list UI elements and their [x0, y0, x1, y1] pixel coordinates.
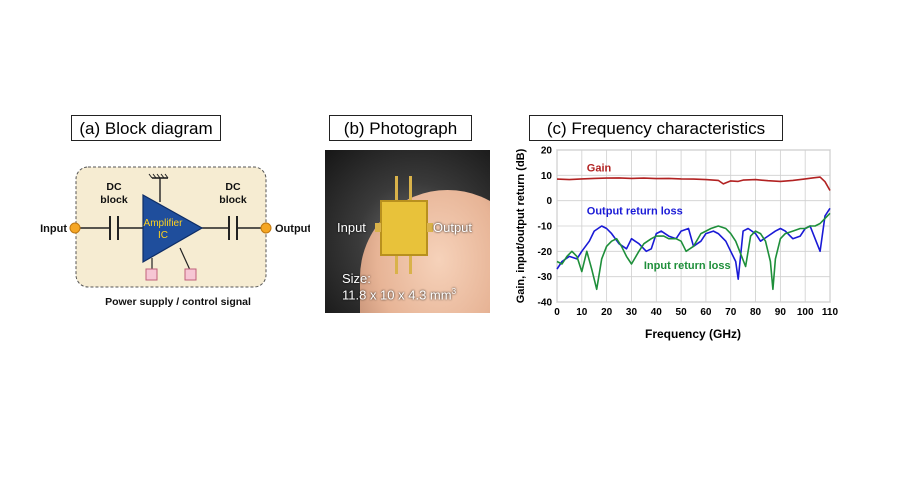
annotation-output-return-loss: Output return loss [587, 206, 683, 218]
y-tick-label: -40 [538, 298, 553, 309]
y-tick-label: 10 [541, 171, 553, 182]
x-tick-label: 90 [775, 307, 787, 318]
lead-bottom-left [395, 254, 398, 274]
x-tick-label: 70 [725, 307, 737, 318]
input-port-icon [69, 222, 81, 234]
lead-top-right [409, 176, 412, 202]
photo-size-unit-exponent: 3 [451, 287, 457, 296]
block-diagram: Amplifier IC DC block DC block Input Out… [40, 166, 310, 308]
x-tick-label: 40 [651, 307, 663, 318]
x-tick-label: 50 [676, 307, 688, 318]
amplifier-label-line1: Amplifier [144, 218, 184, 229]
y-tick-label: -30 [538, 272, 553, 283]
module-photograph: Input Output Size: 11.8 x 10 x 4.3 mm3 [325, 150, 490, 313]
output-label: Output [275, 223, 310, 235]
panel-a-title: (a) Block diagram [71, 115, 221, 141]
dc-block-left-label-line1: DC [106, 181, 122, 193]
series-gain-line [556, 176, 831, 191]
control-line-right [179, 247, 191, 271]
x-tick-label: 80 [750, 307, 762, 318]
dc-block-right-label-line2: block [219, 194, 247, 206]
output-port-icon [260, 222, 272, 234]
y-axis-label: Gain, input/output return (dB) [515, 148, 527, 303]
x-axis-label: Frequency (GHz) [645, 327, 741, 341]
y-tick-label: 20 [541, 146, 553, 157]
x-tick-label: 20 [601, 307, 613, 318]
photo-size-label: Size: [342, 271, 371, 286]
input-label: Input [40, 223, 67, 235]
y-tick-label: 0 [546, 196, 552, 207]
dc-block-right-label-line1: DC [225, 181, 241, 193]
lead-bottom-right [409, 254, 412, 274]
control-pad-left [145, 268, 158, 281]
x-tick-label: 100 [797, 307, 814, 318]
photo-size-value: 11.8 x 10 x 4.3 mm3 [342, 287, 456, 302]
photo-input-label: Input [337, 220, 366, 235]
power-supply-label: Power supply / control signal [105, 296, 251, 308]
x-tick-label: 10 [576, 307, 588, 318]
photo-size-dimensions: 11.8 x 10 x 4.3 mm [342, 287, 452, 303]
series-output-return-loss-line [556, 207, 831, 280]
x-tick-label: 60 [700, 307, 712, 318]
annotation-input-return-loss: Input return loss [644, 260, 731, 272]
x-tick-label: 30 [626, 307, 638, 318]
frequency-chart: 0 10 20 30 40 50 60 70 80 90 100 110 -40 -30 -20 -10 0 10… [515, 146, 839, 342]
panel-c-title: (c) Frequency characteristics [529, 115, 783, 141]
control-pad-right [184, 268, 197, 281]
dc-block-left-label-line2: block [100, 194, 128, 206]
series-input-return-loss-line [556, 212, 831, 291]
input-connector-icon [375, 223, 381, 232]
y-tick-label: -10 [538, 222, 553, 233]
annotation-gain: Gain [587, 163, 612, 175]
output-connector-icon [427, 223, 433, 232]
amplifier-label-line2: IC [158, 230, 168, 241]
photo-output-label: Output [433, 220, 473, 235]
x-tick-label: 110 [822, 307, 839, 318]
panel-b-title: (b) Photograph [329, 115, 472, 141]
amplifier-ic-triangle [142, 193, 204, 264]
module-package [380, 200, 428, 256]
lead-top-left [395, 176, 398, 202]
y-tick-label: -20 [538, 247, 553, 258]
x-tick-label: 0 [554, 307, 560, 318]
